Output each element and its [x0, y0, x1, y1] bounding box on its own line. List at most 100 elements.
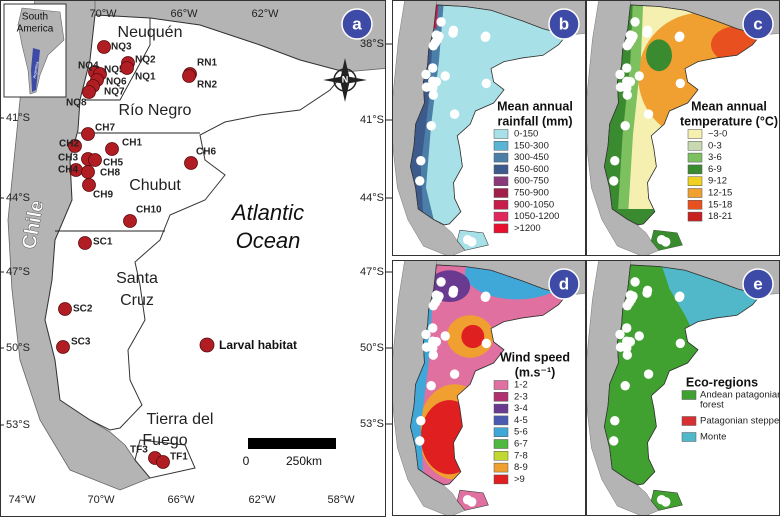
site-marker — [184, 156, 198, 170]
legend-title: (m.s⁻¹) — [515, 365, 556, 379]
legend-label: 12-15 — [708, 188, 732, 199]
panel-letter: c — [753, 14, 762, 33]
legend-label: Patagonian steppe — [700, 416, 779, 427]
site-marker — [68, 139, 82, 153]
site-marker — [622, 63, 632, 73]
site-marker — [609, 176, 619, 186]
legend-swatch — [493, 474, 509, 485]
site-marker — [421, 329, 431, 340]
longitude-label: 66°W — [167, 494, 195, 506]
site-marker — [426, 121, 436, 131]
legend-label: −3-0 — [708, 129, 727, 140]
legend-title: temperature (°C) — [680, 114, 778, 128]
site-label: NQ1 — [135, 72, 156, 83]
site-marker — [643, 109, 654, 119]
legend-swatch — [687, 129, 703, 139]
legend-swatch — [687, 200, 703, 210]
north-label: N — [342, 74, 349, 84]
legend-label: Larval habitat — [219, 338, 297, 352]
legend-swatch — [493, 403, 509, 414]
latitude-label: 50°S — [6, 342, 30, 354]
legend-label: 300-450 — [514, 152, 549, 163]
site-marker — [428, 63, 438, 73]
inset-country: Argentina — [32, 60, 40, 78]
legend-label: 450-600 — [514, 164, 549, 175]
legend-label: 3-4 — [514, 403, 528, 414]
legend-label: 1-2 — [514, 380, 528, 391]
site-label: NQ2 — [135, 55, 156, 66]
legend-swatch — [493, 380, 509, 390]
site-label: NQ3 — [111, 42, 132, 53]
legend-label: 9-12 — [708, 176, 727, 187]
legend-label: 600-750 — [514, 176, 549, 187]
legend-title: rainfall (mm) — [497, 114, 572, 128]
site-marker — [609, 436, 619, 446]
latitude-label: 38°S — [360, 38, 384, 50]
site-label: CH7 — [95, 123, 115, 134]
panel-letter: b — [559, 14, 569, 33]
legend-swatch — [493, 462, 509, 473]
site-marker — [449, 109, 460, 119]
patagonia-outline — [604, 264, 762, 486]
legend-label: 0-3 — [708, 140, 722, 151]
site-label: NQ4 — [78, 61, 99, 72]
latitude-label: 50°S — [360, 342, 384, 354]
panel-letter: d — [559, 274, 569, 293]
site-marker — [448, 28, 458, 38]
legend-label: 150-300 — [514, 140, 549, 151]
site-marker — [421, 69, 431, 80]
site-label: CH3 — [58, 153, 78, 164]
site-marker — [428, 40, 438, 51]
region-name: Neuquén — [118, 24, 183, 41]
site-label: SC1 — [93, 237, 113, 248]
site-marker — [674, 32, 684, 43]
legend-swatch — [493, 164, 509, 175]
province-border — [85, 18, 151, 101]
site-marker — [643, 369, 654, 379]
site-marker — [440, 331, 450, 341]
site-marker — [610, 416, 620, 426]
legend-label: Monte — [700, 432, 726, 443]
site-marker — [428, 343, 438, 353]
site-label: TF3 — [130, 445, 148, 456]
panel-badge — [548, 8, 580, 40]
region-name: Fuego — [142, 432, 187, 449]
panel-badge — [341, 8, 373, 40]
legend-title: Mean annual — [497, 99, 573, 113]
legend-swatch — [493, 439, 509, 449]
site-marker — [156, 455, 170, 469]
longitude-label: 70°W — [89, 8, 117, 20]
latitude-label: 44°S — [360, 192, 384, 204]
site-marker — [81, 165, 95, 179]
legend-swatch — [687, 152, 703, 163]
site-marker — [415, 436, 425, 446]
inset-label: America — [17, 24, 54, 35]
site-marker — [610, 155, 620, 166]
patagonia-outline — [604, 4, 762, 226]
latitude-label: 47°S — [6, 266, 30, 278]
latitude-label: 41°S — [360, 114, 384, 126]
site-marker — [675, 78, 685, 89]
site-marker — [634, 331, 644, 341]
legend-swatch — [687, 141, 703, 151]
site-marker — [630, 17, 640, 27]
legend-label: 3-6 — [708, 152, 722, 163]
legend-swatch — [493, 176, 509, 186]
longitude-label: 62°W — [248, 494, 276, 506]
site-marker — [428, 323, 438, 333]
panel-frame — [586, 260, 780, 516]
legend-label: 1050-1200 — [514, 211, 559, 222]
site-marker — [56, 340, 70, 354]
panel-frame — [586, 0, 780, 256]
legend-label: 6-7 — [514, 439, 528, 450]
legend-swatch — [493, 188, 509, 198]
region-name: Chubut — [129, 177, 181, 194]
legend-label: 0-150 — [514, 129, 538, 140]
site-marker — [675, 338, 685, 349]
panel-badge — [548, 268, 580, 300]
latitude-label: 44°S — [6, 192, 30, 204]
legend-swatch — [493, 392, 509, 402]
site-marker — [481, 338, 491, 349]
ocean-name: Ocean — [236, 228, 301, 253]
